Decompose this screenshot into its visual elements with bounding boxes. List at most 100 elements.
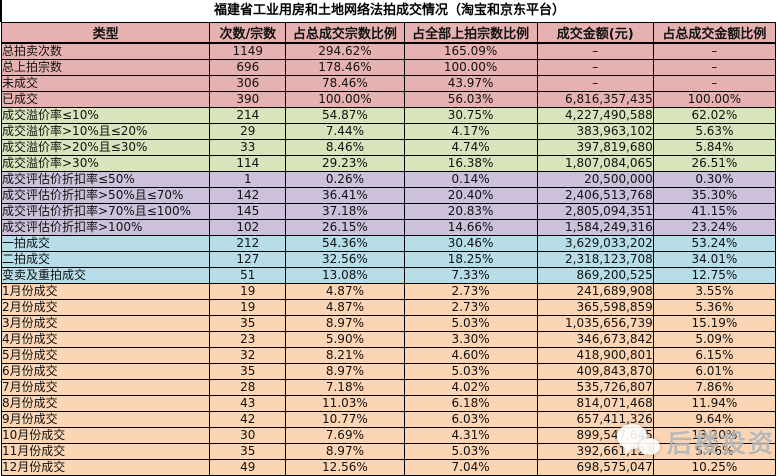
pct-listed-cell: 100.00% bbox=[403, 59, 538, 76]
amount-cell: 657,411,326 bbox=[536, 411, 654, 428]
pct-listed-cell: 20.40% bbox=[403, 187, 538, 204]
count-cell: 212 bbox=[209, 235, 287, 252]
count-cell: 19 bbox=[209, 299, 287, 316]
pct-deals-cell: 7.44% bbox=[285, 123, 405, 140]
count-cell: 696 bbox=[209, 59, 287, 76]
amount-cell: 418,900,801 bbox=[536, 347, 654, 364]
table-row: 7月份成交 28 7.18% 4.02% 535,726,807 7.86% bbox=[0, 379, 777, 396]
pct-deals-cell: 10.77% bbox=[285, 411, 405, 428]
table-row: 6月份成交 35 8.97% 5.03% 409,843,870 6.01% bbox=[0, 363, 777, 380]
pct-amount-cell: 34.01% bbox=[652, 251, 777, 268]
pct-amount-cell: 5.36% bbox=[652, 299, 777, 316]
type-cell: 一拍成交 bbox=[0, 235, 211, 252]
table-row: 成交溢价率>30% 114 29.23% 16.38% 1,807,084,065 26.… bbox=[0, 155, 777, 172]
amount-cell: 814,071,468 bbox=[536, 395, 654, 412]
table-row: 10月份成交 30 7.69% 4.31% 899,547,645 13.20% bbox=[0, 427, 777, 444]
pct-amount-cell: 3.55% bbox=[652, 283, 777, 300]
type-cell: 成交溢价率>30% bbox=[0, 155, 211, 172]
col-header-count: 次数/宗数 bbox=[209, 22, 287, 44]
type-cell: 成交溢价率≤10% bbox=[0, 107, 211, 124]
count-cell: 32 bbox=[209, 347, 287, 364]
amount-cell: 869,200,525 bbox=[536, 267, 654, 284]
count-cell: 23 bbox=[209, 331, 287, 348]
amount-cell: – bbox=[536, 59, 654, 76]
count-cell: 19 bbox=[209, 283, 287, 300]
pct-listed-cell: 20.83% bbox=[403, 203, 538, 220]
pct-listed-cell: 5.03% bbox=[403, 443, 538, 460]
pct-listed-cell: 14.66% bbox=[403, 219, 538, 236]
table-row: 已成交 390 100.00% 56.03% 6,816,357,435 100.00% bbox=[0, 91, 777, 108]
count-cell: 102 bbox=[209, 219, 287, 236]
count-cell: 33 bbox=[209, 139, 287, 156]
count-cell: 29 bbox=[209, 123, 287, 140]
table-row: 成交溢价率≤10% 214 54.87% 30.75% 4,227,490,588 62.… bbox=[0, 107, 777, 124]
amount-cell: – bbox=[536, 75, 654, 92]
count-cell: 49 bbox=[209, 459, 287, 476]
pct-listed-cell: 165.09% bbox=[403, 42, 538, 60]
type-cell: 1月份成交 bbox=[0, 283, 211, 300]
count-cell: 145 bbox=[209, 203, 287, 220]
amount-cell: 397,819,680 bbox=[536, 139, 654, 156]
type-cell: 12月份成交 bbox=[0, 459, 211, 476]
pct-deals-cell: 37.18% bbox=[285, 203, 405, 220]
count-cell: 390 bbox=[209, 91, 287, 108]
pct-amount-cell: 62.02% bbox=[652, 107, 777, 124]
pct-deals-cell: 178.46% bbox=[285, 59, 405, 76]
pct-listed-cell: 16.38% bbox=[403, 155, 538, 172]
pct-listed-cell: 2.73% bbox=[403, 283, 538, 300]
type-cell: 4月份成交 bbox=[0, 331, 211, 348]
table-row: 4月份成交 23 5.90% 3.30% 346,673,842 5.09% bbox=[0, 331, 777, 348]
pct-amount-cell: 5.09% bbox=[652, 331, 777, 348]
table-row: 总上拍宗数 696 178.46% 100.00% – – bbox=[0, 59, 777, 76]
count-cell: 43 bbox=[209, 395, 287, 412]
type-cell: 总上拍宗数 bbox=[0, 59, 211, 76]
pct-amount-cell: 0.30% bbox=[652, 171, 777, 188]
table-row: 11月份成交 35 8.97% 5.03% 392,661,123 5.76% bbox=[0, 443, 777, 460]
table-row: 5月份成交 32 8.21% 4.60% 418,900,801 6.15% bbox=[0, 347, 777, 364]
pct-amount-cell: 100.00% bbox=[652, 91, 777, 108]
pct-amount-cell: 9.64% bbox=[652, 411, 777, 428]
pct-listed-cell: 18.25% bbox=[403, 251, 538, 268]
count-cell: 35 bbox=[209, 363, 287, 380]
pct-listed-cell: 7.04% bbox=[403, 459, 538, 476]
count-cell: 1 bbox=[209, 171, 287, 188]
table-row: 成交溢价率>10%且≤20% 29 7.44% 4.17% 383,963,102 5.6… bbox=[0, 123, 777, 140]
table-body: 总拍卖次数 1149 294.62% 165.09% – – 总上拍宗数 696 178.46%… bbox=[0, 42, 777, 476]
table-row: 1月份成交 19 4.87% 2.73% 241,689,908 3.55% bbox=[0, 283, 777, 300]
pct-amount-cell: 12.75% bbox=[652, 267, 777, 284]
pct-listed-cell: 4.74% bbox=[403, 139, 538, 156]
amount-cell: 20,500,000 bbox=[536, 171, 654, 188]
pct-deals-cell: 8.97% bbox=[285, 315, 405, 332]
type-cell: 8月份成交 bbox=[0, 395, 211, 412]
pct-deals-cell: 12.56% bbox=[285, 459, 405, 476]
table-row: 总拍卖次数 1149 294.62% 165.09% – – bbox=[0, 42, 777, 60]
type-cell: 二拍成交 bbox=[0, 251, 211, 268]
type-cell: 6月份成交 bbox=[0, 363, 211, 380]
table-row: 2月份成交 19 4.87% 2.73% 365,598,859 5.36% bbox=[0, 299, 777, 316]
pct-amount-cell: 23.24% bbox=[652, 219, 777, 236]
pct-listed-cell: 7.33% bbox=[403, 267, 538, 284]
amount-cell: 899,547,645 bbox=[536, 427, 654, 444]
pct-amount-cell: 5.84% bbox=[652, 139, 777, 156]
type-cell: 成交溢价率>20%且≤30% bbox=[0, 139, 211, 156]
pct-deals-cell: 7.69% bbox=[285, 427, 405, 444]
table-row: 变卖及重拍成交 51 13.08% 7.33% 869,200,525 12.75% bbox=[0, 267, 777, 284]
count-cell: 306 bbox=[209, 75, 287, 92]
pct-listed-cell: 0.14% bbox=[403, 171, 538, 188]
type-cell: 2月份成交 bbox=[0, 299, 211, 316]
type-cell: 5月份成交 bbox=[0, 347, 211, 364]
table-row: 成交溢价率>20%且≤30% 33 8.46% 4.74% 397,819,680 5.8… bbox=[0, 139, 777, 156]
count-cell: 1149 bbox=[209, 42, 287, 60]
amount-cell: 2,318,123,708 bbox=[536, 251, 654, 268]
count-cell: 35 bbox=[209, 315, 287, 332]
table-row: 12月份成交 49 12.56% 7.04% 698,575,047 10.25% bbox=[0, 459, 777, 476]
col-header-amount: 成交金额(元) bbox=[536, 22, 654, 44]
pct-deals-cell: 36.41% bbox=[285, 187, 405, 204]
pct-amount-cell: – bbox=[652, 75, 777, 92]
pct-listed-cell: 5.03% bbox=[403, 315, 538, 332]
pct-listed-cell: 3.30% bbox=[403, 331, 538, 348]
col-header-type: 类型 bbox=[0, 22, 211, 44]
pct-listed-cell: 4.02% bbox=[403, 379, 538, 396]
pct-deals-cell: 0.26% bbox=[285, 171, 405, 188]
pct-deals-cell: 8.97% bbox=[285, 443, 405, 460]
